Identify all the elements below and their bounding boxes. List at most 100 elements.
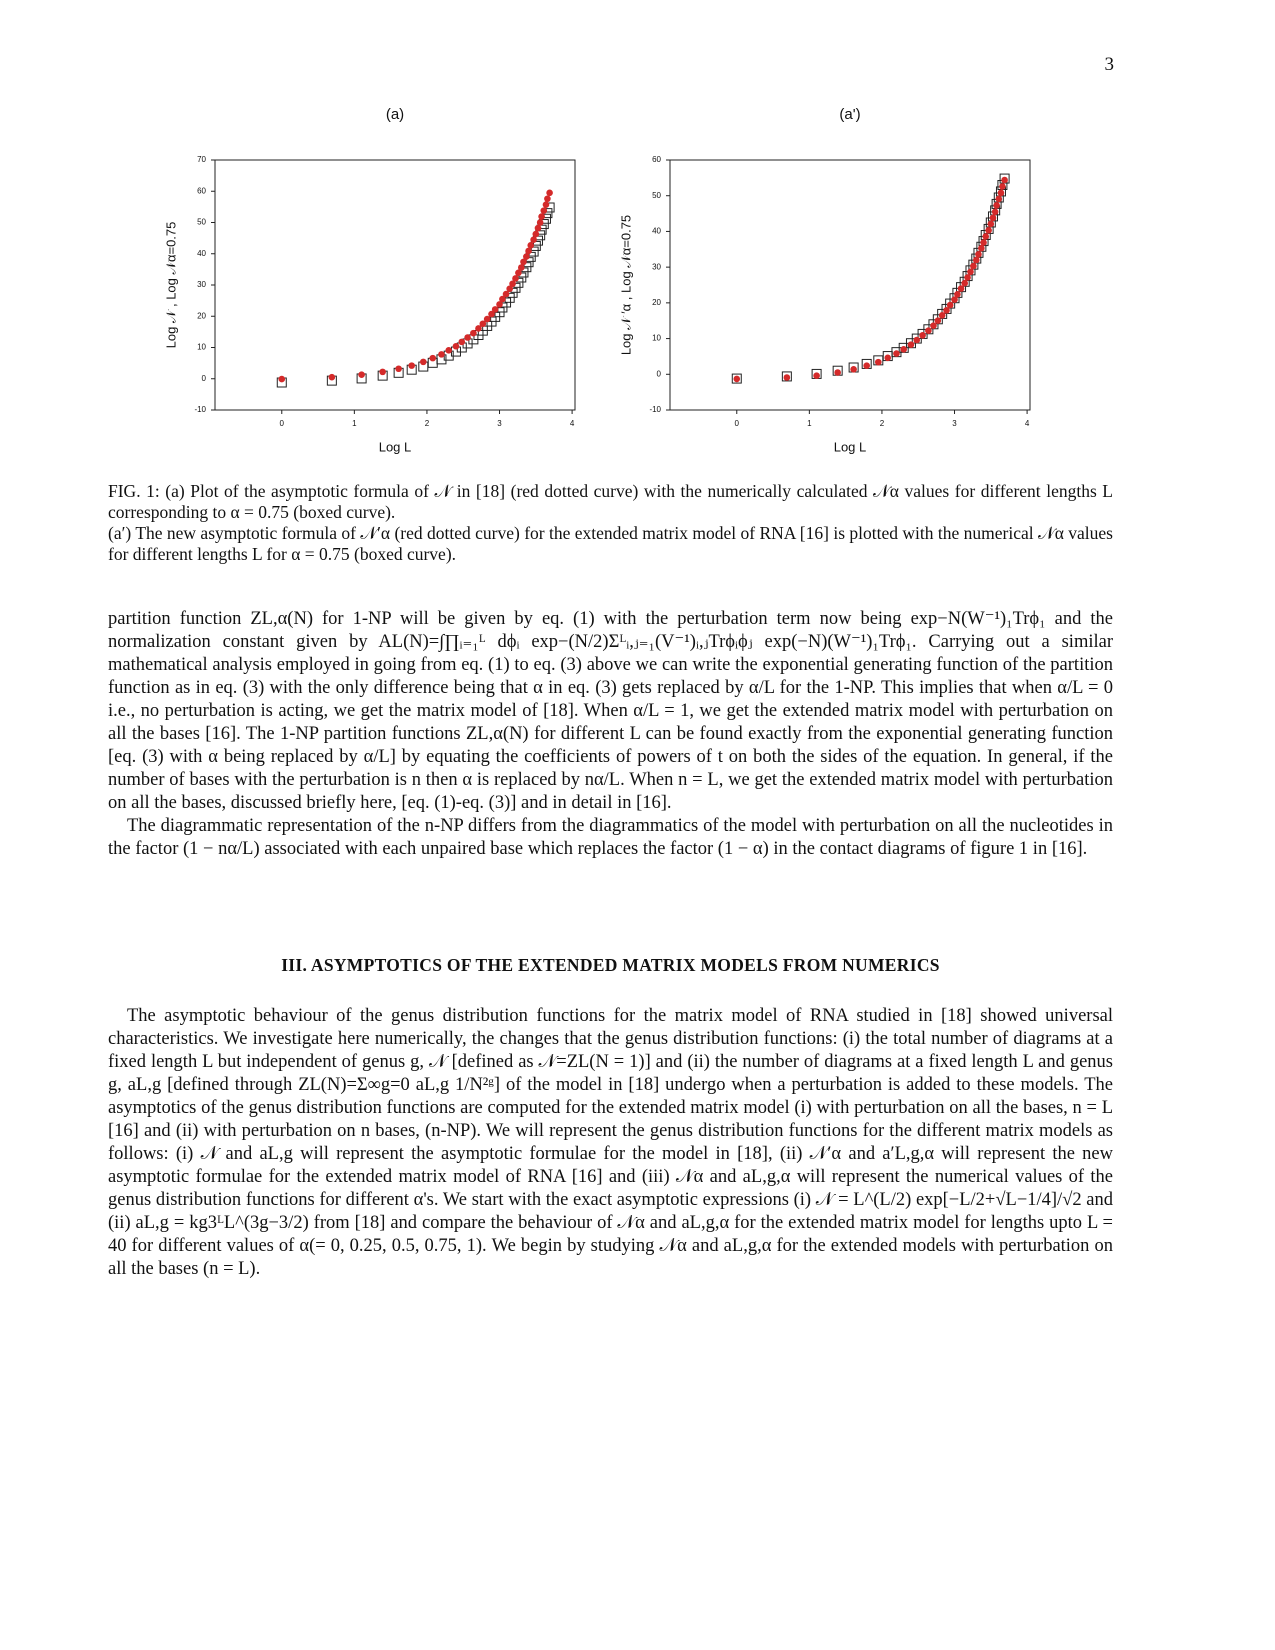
x-axis-label: Log L xyxy=(834,439,867,454)
data-point xyxy=(540,207,548,214)
data-point xyxy=(527,242,535,249)
data-point xyxy=(479,320,487,328)
data-point xyxy=(420,358,427,366)
data-point xyxy=(900,345,908,353)
data-point xyxy=(475,325,482,332)
y-tick-label: 50 xyxy=(197,218,206,227)
data-point xyxy=(502,290,510,298)
data-point xyxy=(967,268,974,276)
data-point xyxy=(483,315,491,323)
data-point xyxy=(997,189,1005,197)
data-point xyxy=(987,220,995,228)
chart-title: (a) xyxy=(386,106,404,123)
section-body: The asymptotic behaviour of the genus di… xyxy=(108,1005,1113,1281)
data-point xyxy=(328,373,336,381)
data-point xyxy=(731,373,742,384)
body-text: partition function ZL,α(N) for 1-NP will… xyxy=(108,608,1113,861)
data-point xyxy=(358,371,365,378)
data-point xyxy=(499,295,506,303)
data-point xyxy=(506,285,513,293)
data-point xyxy=(470,329,477,337)
paragraph: The diagrammatic representation of the n… xyxy=(108,816,1113,859)
data-point xyxy=(488,310,495,318)
x-tick-label: 1 xyxy=(352,419,357,428)
data-point xyxy=(536,219,544,226)
data-point xyxy=(884,354,892,362)
data-point xyxy=(408,362,415,369)
data-point xyxy=(957,285,965,292)
data-point xyxy=(783,374,791,381)
paragraph: partition function ZL,α(N) for 1-NP will… xyxy=(108,609,1113,813)
data-point xyxy=(913,336,921,344)
data-point xyxy=(934,317,942,325)
data-point xyxy=(919,332,926,339)
data-point xyxy=(875,358,882,366)
caption-line: (a′) The new asymptotic formula of 𝒩′α (… xyxy=(108,523,1113,564)
chart-title: (a') xyxy=(839,106,860,123)
plot-frame xyxy=(669,159,1031,411)
y-tick-label: -10 xyxy=(194,405,206,414)
y-tick-label: 0 xyxy=(202,374,207,383)
x-tick-label: 2 xyxy=(880,419,885,428)
section-heading: III. ASYMPTOTICS OF THE EXTENDED MATRIX … xyxy=(281,955,940,975)
data-point xyxy=(525,247,532,255)
data-point xyxy=(970,262,977,270)
data-point xyxy=(395,365,402,373)
data-point xyxy=(445,347,453,354)
data-point xyxy=(850,365,857,373)
y-axis-label: Log 𝒩 , Log 𝒩α=0.75 xyxy=(163,222,178,349)
data-point xyxy=(452,342,460,350)
data-point xyxy=(975,250,982,258)
data-point xyxy=(907,341,915,348)
data-point xyxy=(523,253,530,260)
data-point xyxy=(542,201,550,208)
y-tick-label: 60 xyxy=(197,186,206,195)
figure-caption: FIG. 1: (a) Plot of the asymptotic formu… xyxy=(108,481,1113,565)
data-point xyxy=(538,213,545,220)
data-point xyxy=(995,195,1003,203)
data-point xyxy=(491,306,499,313)
data-point xyxy=(946,301,954,309)
y-tick-label: 30 xyxy=(197,280,206,289)
y-tick-label: 20 xyxy=(197,311,206,320)
data-point xyxy=(512,275,519,282)
data-point xyxy=(930,322,937,330)
data-point xyxy=(961,279,968,287)
data-point xyxy=(1001,176,1008,184)
data-point xyxy=(517,264,525,271)
data-point xyxy=(544,195,551,203)
data-point xyxy=(546,189,553,197)
plot-frame xyxy=(214,159,576,411)
data-point xyxy=(925,327,932,335)
data-point xyxy=(509,280,516,288)
y-tick-label: -10 xyxy=(649,405,661,414)
y-tick-label: 40 xyxy=(652,227,661,236)
y-tick-label: 20 xyxy=(652,298,661,307)
data-point xyxy=(985,227,992,234)
data-point xyxy=(464,334,471,341)
x-tick-label: 0 xyxy=(735,419,740,428)
caption-line: FIG. 1: (a) Plot of the asymptotic formu… xyxy=(108,481,1113,522)
data-point xyxy=(993,202,1000,209)
data-point xyxy=(943,307,950,314)
page-number: 3 xyxy=(1104,54,1115,75)
data-point xyxy=(954,290,961,298)
data-point xyxy=(813,372,820,380)
x-tick-label: 4 xyxy=(1025,419,1030,428)
data-point xyxy=(532,230,540,238)
x-tick-label: 1 xyxy=(807,419,812,428)
data-point xyxy=(733,375,741,383)
data-point xyxy=(438,351,445,358)
y-tick-label: 40 xyxy=(197,249,206,258)
paragraph: The asymptotic behaviour of the genus di… xyxy=(108,1006,1113,1279)
x-tick-label: 3 xyxy=(497,419,502,428)
data-point xyxy=(980,239,987,246)
data-point xyxy=(534,224,542,232)
data-point xyxy=(893,350,900,357)
x-tick-label: 0 xyxy=(280,419,285,428)
data-point xyxy=(972,256,980,264)
data-point xyxy=(429,354,437,362)
y-tick-label: 10 xyxy=(652,334,661,343)
data-point xyxy=(989,214,997,222)
